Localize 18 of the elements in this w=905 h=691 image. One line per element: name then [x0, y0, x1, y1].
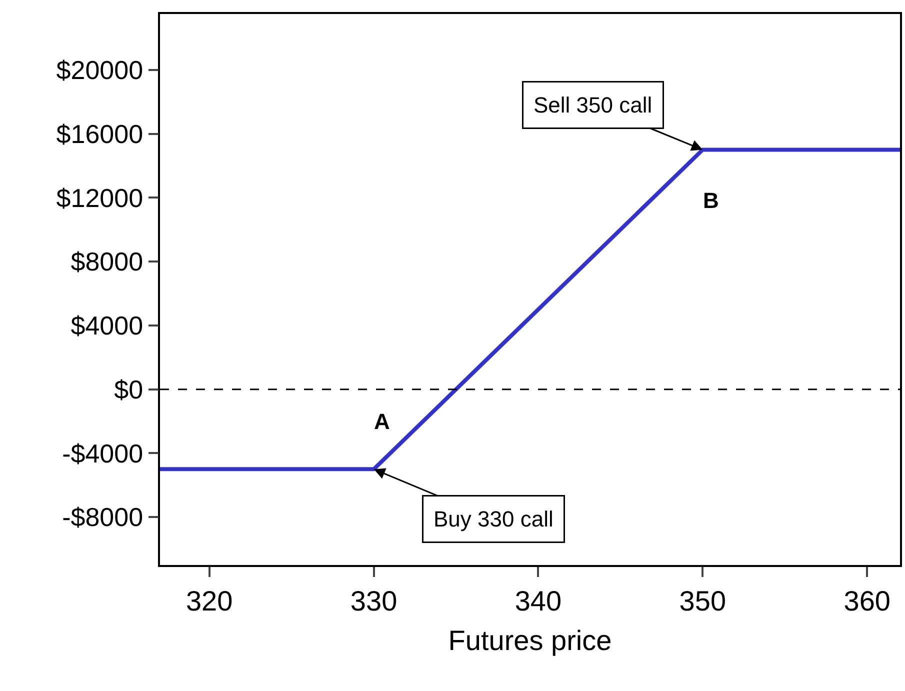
- x-axis-title: Futures price: [448, 624, 612, 656]
- x-tick-label: 360: [844, 585, 890, 616]
- y-tick-label: -$8000: [62, 502, 144, 532]
- y-tick-label: $12000: [56, 182, 144, 213]
- annotation: Buy 330 call: [434, 506, 554, 532]
- x-tick-label: 330: [350, 585, 398, 616]
- x-tick-label: 350: [679, 585, 726, 616]
- y-tick-label: $20000: [56, 55, 144, 85]
- x-tick-label: 340: [514, 585, 562, 616]
- y-tick-label: $8000: [70, 246, 144, 277]
- annotation: A: [374, 409, 390, 434]
- y-tick-label: $16000: [56, 118, 144, 149]
- y-tick-label: $0: [114, 374, 144, 404]
- annotation: Sell 350 call: [534, 92, 652, 118]
- y-tick-label: -$4000: [62, 438, 144, 468]
- x-tick-label: 320: [186, 585, 233, 616]
- annotation: B: [703, 188, 719, 213]
- y-tick-label: $4000: [70, 310, 144, 341]
